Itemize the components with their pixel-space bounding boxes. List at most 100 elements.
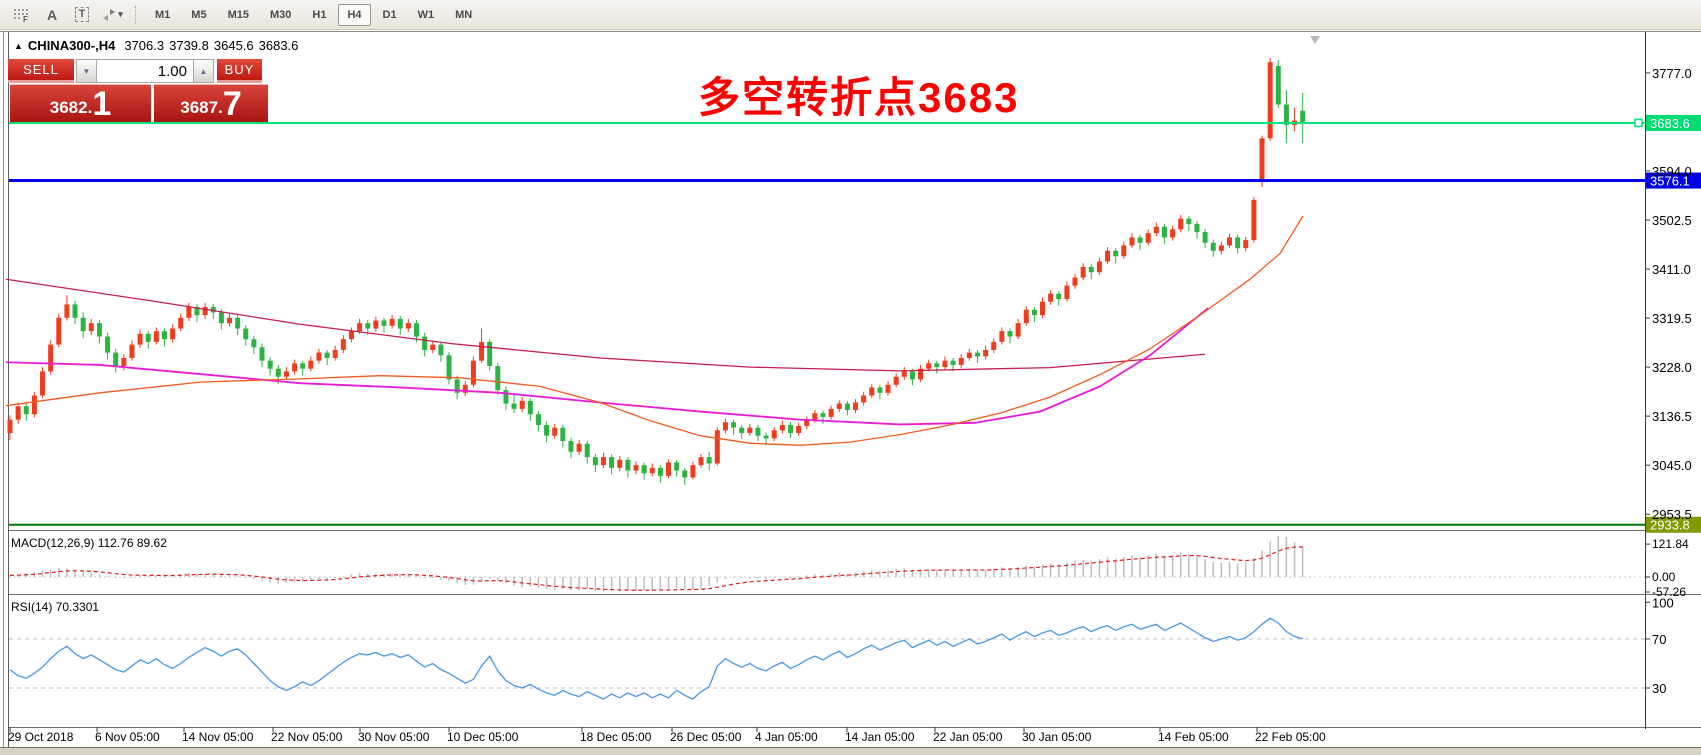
macd-bar <box>41 570 44 577</box>
objects-arrows-icon[interactable]: ▾ <box>98 3 126 27</box>
macd-bar <box>740 577 743 579</box>
macd-bar <box>749 577 751 578</box>
timeframe-mn-button[interactable]: MN <box>455 8 473 21</box>
candle-body <box>161 331 167 340</box>
timeframe-w1-button[interactable]: W1 <box>417 8 435 21</box>
candle-body <box>348 331 354 340</box>
letter-t-glyph: T <box>74 7 90 22</box>
timeframe-h1-button[interactable]: H1 <box>312 8 327 21</box>
macd-bar <box>692 577 694 590</box>
candle-body <box>80 317 86 332</box>
candle-body <box>340 339 346 350</box>
macd-bar <box>1179 552 1182 577</box>
macd-bar <box>188 573 190 577</box>
sell-button[interactable]: SELL <box>8 59 74 83</box>
macd-bar <box>903 568 906 577</box>
candle-body <box>251 339 257 348</box>
candle-body <box>438 344 444 356</box>
candle-body <box>560 427 566 442</box>
window-bottom-strip <box>0 748 1701 755</box>
candle-body <box>796 426 802 434</box>
timeframe-m30-button[interactable]: M30 <box>269 8 292 21</box>
candle-body <box>88 323 94 332</box>
cursor-a-icon[interactable]: A <box>38 3 66 27</box>
volume-increase-button[interactable]: ▲ <box>193 59 214 83</box>
candle-body <box>909 371 915 380</box>
macd-bar <box>700 577 702 588</box>
candle-body <box>999 331 1005 342</box>
volume-decrease-button[interactable]: ▼ <box>76 59 97 83</box>
macd-bar <box>1001 567 1003 577</box>
macd-bar <box>432 577 434 579</box>
macd-bar <box>220 574 223 577</box>
macd-axis-label: 121.84 <box>1652 537 1689 551</box>
macd-bar <box>82 571 84 577</box>
text-annotation[interactable]: 多空转折点3683 <box>698 74 1020 121</box>
macd-bar <box>895 568 897 577</box>
candle-body <box>625 459 631 471</box>
candle-body <box>178 317 184 329</box>
timeframe-m5-button[interactable]: M5 <box>191 8 207 21</box>
macd-bar <box>684 577 686 589</box>
timeframe-d1-button[interactable]: D1 <box>382 8 397 21</box>
macd-bar <box>724 577 727 580</box>
macd-bar <box>1155 553 1158 577</box>
macd-bar <box>887 569 889 577</box>
macd-bar <box>1269 541 1271 577</box>
macd-bar <box>797 576 800 578</box>
candle-body <box>405 323 411 329</box>
candle-body <box>519 400 525 409</box>
candle-body <box>31 395 37 415</box>
candle-body <box>1259 138 1265 181</box>
rsi-axis-label: 70 <box>1652 632 1666 647</box>
macd-bar <box>407 574 410 577</box>
candle-body <box>105 336 111 353</box>
charts-grid-icon[interactable]: F <box>8 3 36 27</box>
y-axis-label: 3411.0 <box>1652 262 1691 277</box>
macd-bar <box>1196 556 1198 577</box>
candle-body <box>1194 224 1200 233</box>
macd-bar <box>245 577 247 578</box>
candle-body <box>324 352 330 358</box>
sell-price-display: 3682. 1 <box>10 84 151 122</box>
candle-body <box>1145 233 1151 243</box>
macd-bar <box>448 577 450 581</box>
timeframe-m15-button[interactable]: M15 <box>227 8 249 21</box>
macd-bar <box>602 577 605 592</box>
macd-signal-line <box>9 546 1303 591</box>
candle-body <box>1235 237 1241 249</box>
macd-bar <box>936 569 938 577</box>
buy-button[interactable]: BUY <box>217 59 262 83</box>
level-line-handle[interactable] <box>1634 118 1643 128</box>
candle-body <box>893 376 899 385</box>
volume-input[interactable] <box>97 59 193 83</box>
candle-body <box>1064 285 1070 300</box>
macd-bar <box>90 572 93 577</box>
candle-body <box>479 341 485 361</box>
candle-body <box>259 347 265 361</box>
sell-price-base: 3682. <box>49 98 93 117</box>
candle-body <box>869 387 875 396</box>
y-axis-label: 3502.5 <box>1652 213 1692 228</box>
date-label: 14 Jan 05:00 <box>845 730 915 744</box>
one-click-toggle-icon[interactable]: ▲ <box>14 41 23 51</box>
candle-body <box>600 457 606 466</box>
candle-body <box>1218 245 1224 251</box>
timeframe-m1-button[interactable]: M1 <box>155 8 171 21</box>
text-tool-icon[interactable]: T <box>68 3 96 27</box>
candle-body <box>292 363 298 372</box>
candle-body <box>202 307 208 316</box>
macd-bar <box>293 577 296 582</box>
macd-bar <box>1171 554 1174 577</box>
chart-shift-marker-icon[interactable] <box>1310 36 1320 44</box>
timeframe-h4-button[interactable]: H4 <box>338 3 371 26</box>
macd-bar <box>1082 559 1084 577</box>
macd-bar <box>1058 564 1060 577</box>
candle-body <box>1023 309 1029 324</box>
macd-bar <box>1017 566 1019 577</box>
candle-body <box>275 368 281 377</box>
candle-body <box>844 403 850 410</box>
macd-bar <box>277 577 280 584</box>
macd-bar <box>992 568 995 577</box>
